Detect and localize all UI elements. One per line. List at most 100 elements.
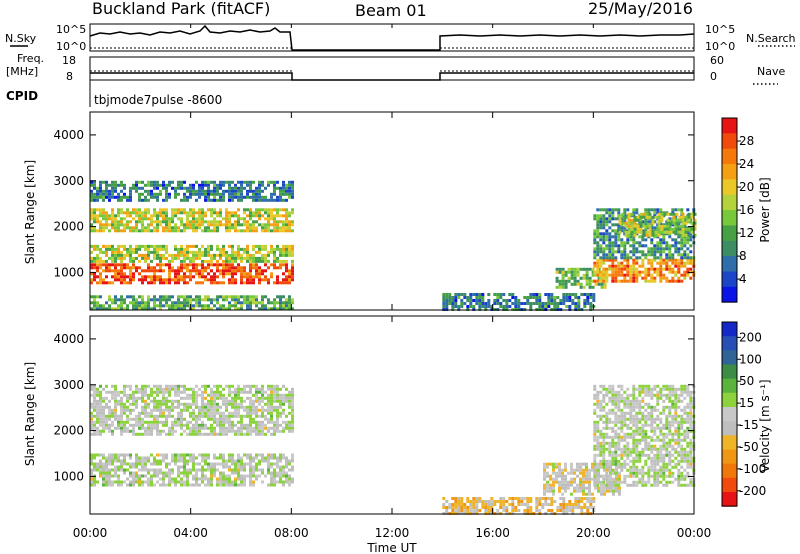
echo-cell xyxy=(270,301,273,305)
echo-cell xyxy=(180,269,183,273)
echo-cell xyxy=(183,462,186,466)
colorbar-swatch xyxy=(722,179,737,196)
echo-cell xyxy=(255,453,258,457)
echo-cell xyxy=(651,215,655,219)
echo-cell xyxy=(635,387,639,391)
echo-cell xyxy=(108,477,111,481)
echo-cell xyxy=(222,474,225,478)
echo-cell xyxy=(641,447,645,451)
echo-cell xyxy=(282,226,285,230)
echo-cell xyxy=(183,301,186,305)
echo-cell xyxy=(638,426,642,430)
echo-cell xyxy=(198,226,201,230)
echo-cell xyxy=(201,281,204,285)
echo-cell xyxy=(135,474,138,478)
echo-cell xyxy=(123,480,126,484)
echo-cell xyxy=(596,474,600,478)
echo-cell xyxy=(593,384,597,388)
y-tick-label: 2000 xyxy=(53,220,84,234)
echo-cell xyxy=(141,244,144,248)
echo-cell xyxy=(132,298,135,302)
echo-cell xyxy=(675,218,679,222)
echo-cell xyxy=(213,263,216,267)
echo-cell xyxy=(647,447,651,451)
echo-cell xyxy=(240,275,243,279)
echo-cell xyxy=(484,302,488,305)
echo-cell xyxy=(602,453,606,457)
echo-cell xyxy=(168,272,171,276)
echo-cell xyxy=(207,247,210,251)
echo-cell xyxy=(264,229,267,233)
echo-cell xyxy=(647,411,651,415)
echo-cell xyxy=(135,250,138,254)
echo-cell xyxy=(231,256,234,260)
colorbar-swatch xyxy=(722,210,737,226)
echo-cell xyxy=(671,258,675,262)
echo-cell xyxy=(159,307,162,311)
echo-cell xyxy=(605,235,609,239)
echo-cell xyxy=(108,217,111,221)
echo-cell xyxy=(680,258,684,262)
echo-cell xyxy=(186,247,189,251)
echo-cell xyxy=(249,480,252,484)
echo-cell xyxy=(204,432,207,436)
echo-cell xyxy=(198,304,201,308)
echo-cell xyxy=(93,483,96,487)
echo-cell xyxy=(602,459,606,463)
echo-cell xyxy=(602,456,606,460)
echo-cell xyxy=(681,233,685,237)
echo-cell xyxy=(201,275,204,279)
echo-cell xyxy=(183,180,186,184)
echo-cell xyxy=(153,220,156,224)
echo-cell xyxy=(249,477,252,481)
echo-cell xyxy=(285,471,288,475)
echo-cell xyxy=(150,180,153,184)
echo-cell xyxy=(611,258,615,262)
echo-cell xyxy=(608,435,612,439)
echo-cell xyxy=(180,417,183,421)
echo-cell xyxy=(686,258,690,262)
echo-cell xyxy=(605,220,609,224)
echo-cell xyxy=(611,399,615,403)
echo-cell xyxy=(291,402,294,406)
echo-cell xyxy=(102,198,105,202)
echo-cell xyxy=(150,477,153,481)
echo-cell xyxy=(228,263,231,267)
echo-cell xyxy=(502,293,506,296)
echo-cell xyxy=(602,399,606,403)
echo-cell xyxy=(635,447,639,451)
echo-cell xyxy=(144,214,147,218)
echo-cell xyxy=(665,264,669,268)
echo-cell xyxy=(632,208,636,212)
echo-cell xyxy=(222,429,225,433)
echo-cell xyxy=(99,423,102,427)
echo-cell xyxy=(126,208,129,212)
echo-cell xyxy=(602,432,606,436)
echo-cell xyxy=(626,238,630,242)
echo-cell xyxy=(201,399,204,403)
echo-cell xyxy=(240,483,243,487)
echo-cell xyxy=(630,221,634,225)
echo-cell xyxy=(105,259,108,263)
echo-cell xyxy=(541,302,545,305)
echo-cell xyxy=(270,405,273,409)
echo-cell xyxy=(629,250,633,254)
echo-cell xyxy=(96,244,99,248)
echo-cell xyxy=(487,299,491,302)
echo-cell xyxy=(596,396,600,400)
echo-cell xyxy=(564,480,567,484)
echo-cell xyxy=(668,217,672,221)
echo-cell xyxy=(638,480,642,484)
echo-cell xyxy=(647,468,651,472)
echo-cell xyxy=(635,468,639,472)
echo-cell xyxy=(186,220,189,224)
echo-cell xyxy=(108,468,111,472)
echo-cell xyxy=(129,393,132,397)
echo-cell xyxy=(111,217,114,221)
echo-cell xyxy=(159,256,162,260)
echo-cell xyxy=(207,278,210,282)
echo-cell xyxy=(129,186,132,190)
echo-cell xyxy=(647,273,651,277)
echo-cell xyxy=(481,302,485,305)
echo-cell xyxy=(650,247,654,251)
